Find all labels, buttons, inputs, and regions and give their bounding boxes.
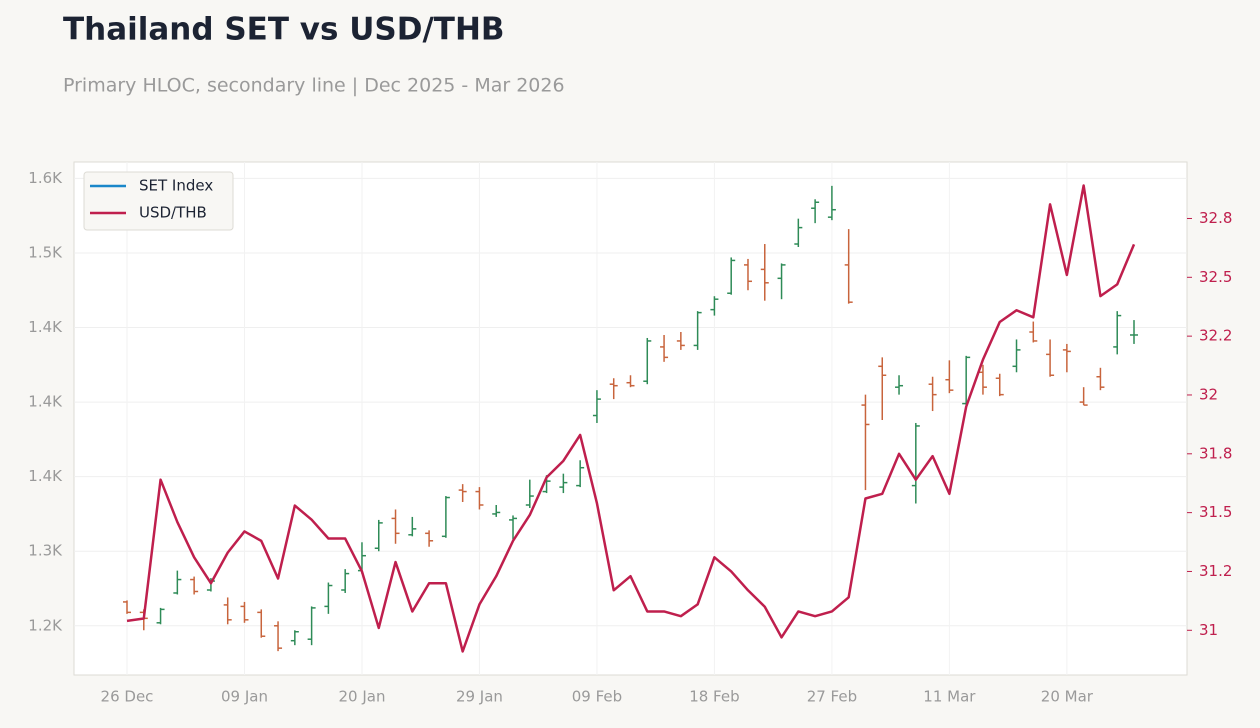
y2-tick-label: 32: [1199, 385, 1218, 403]
y-tick-label: 1.4K: [28, 467, 63, 485]
y2-tick-label: 32.8: [1199, 209, 1232, 227]
x-tick-label: 09 Jan: [221, 688, 268, 706]
plot-area: [73, 161, 1188, 676]
y-tick-label: 1.3K: [28, 542, 63, 560]
y-tick-label: 1.4K: [28, 318, 63, 336]
x-tick-label: 18 Feb: [689, 688, 739, 706]
x-tick-label: 27 Feb: [807, 688, 857, 706]
legend-label: USD/THB: [139, 204, 207, 222]
legend: SET Index USD/THB: [83, 171, 234, 231]
y-tick-label: 1.4K: [28, 393, 63, 411]
x-tick-label: 09 Feb: [572, 688, 622, 706]
y-tick-label: 1.2K: [28, 616, 63, 634]
x-tick-label: 29 Jan: [456, 688, 503, 706]
x-tick-label: 26 Dec: [101, 688, 154, 706]
y2-tick-label: 31.5: [1199, 503, 1232, 521]
legend-label: SET Index: [139, 177, 213, 195]
y-tick-label: 1.5K: [28, 243, 63, 261]
y2-tick-label: 32.2: [1199, 327, 1232, 345]
y2-tick-label: 31: [1199, 621, 1218, 639]
y2-tick-label: 31.8: [1199, 444, 1232, 462]
x-tick-label: 20 Jan: [338, 688, 385, 706]
y2-tick-label: 32.5: [1199, 268, 1232, 286]
x-tick-label: 11 Mar: [923, 688, 976, 706]
line-series: [126, 184, 1136, 653]
y-tick-label: 1.6K: [28, 169, 63, 187]
x-tick-label: 20 Mar: [1041, 688, 1094, 706]
chart-title: Thailand SET vs USD/THB: [63, 12, 505, 48]
chart-subtitle: Primary HLOC, secondary line | Dec 2025 …: [63, 75, 565, 97]
y2-tick-label: 31.2: [1199, 562, 1232, 580]
